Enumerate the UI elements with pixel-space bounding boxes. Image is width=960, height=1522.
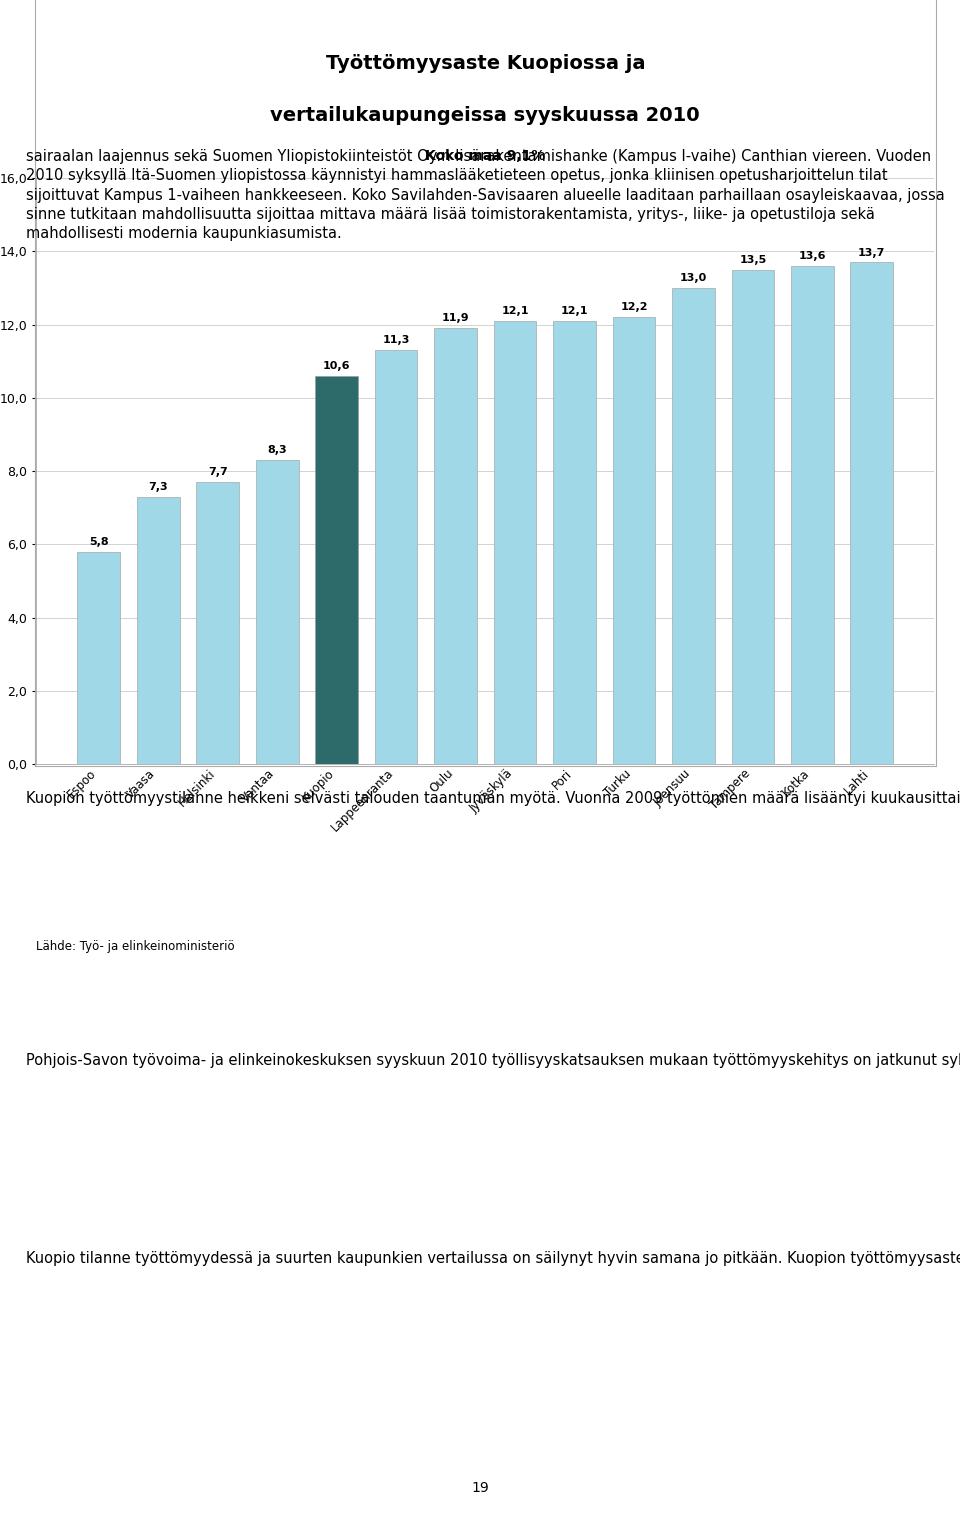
Text: Koko maa 9,1%: Koko maa 9,1%: [425, 149, 545, 163]
Text: Pohjois-Savon työvoima- ja elinkeinokeskuksen syyskuun 2010 työllisyyskatsauksen: Pohjois-Savon työvoima- ja elinkeinokesk…: [26, 1053, 960, 1068]
Bar: [851, 262, 894, 764]
Bar: [255, 460, 299, 764]
Text: 19: 19: [471, 1481, 489, 1495]
Text: Lähde: Työ- ja elinkeinoministeriö: Lähde: Työ- ja elinkeinoministeriö: [36, 939, 235, 953]
Text: vertailukaupungeissa syyskuussa 2010: vertailukaupungeissa syyskuussa 2010: [271, 107, 700, 125]
Text: Kuopion työttömyystilanne heikkeni selvästi talouden taantuman myötä. Vuonna 200: Kuopion työttömyystilanne heikkeni selvä…: [26, 791, 960, 807]
Text: sairaalan laajennus sekä Suomen Yliopistokiinteistöt Oy:n lisärakentamishanke (K: sairaalan laajennus sekä Suomen Yliopist…: [26, 149, 945, 240]
Bar: [732, 269, 775, 764]
Text: Kuopio tilanne työttömyydessä ja suurten kaupunkien vertailussa on säilynyt hyvi: Kuopio tilanne työttömyydessä ja suurten…: [26, 1251, 960, 1266]
Text: 11,3: 11,3: [382, 335, 410, 345]
Bar: [136, 496, 180, 764]
Text: 8,3: 8,3: [267, 446, 287, 455]
Text: 12,1: 12,1: [561, 306, 588, 317]
Bar: [196, 482, 239, 764]
Bar: [672, 288, 715, 764]
Text: 13,7: 13,7: [858, 248, 885, 257]
Text: 5,8: 5,8: [89, 537, 108, 546]
Bar: [553, 321, 596, 764]
Text: 11,9: 11,9: [442, 314, 469, 324]
Bar: [77, 551, 120, 764]
Text: 13,0: 13,0: [680, 272, 708, 283]
Text: 7,7: 7,7: [207, 467, 228, 478]
Bar: [434, 329, 477, 764]
Text: 12,2: 12,2: [620, 303, 648, 312]
Text: 13,5: 13,5: [739, 254, 766, 265]
Text: 13,6: 13,6: [799, 251, 827, 262]
Bar: [791, 266, 834, 764]
Bar: [493, 321, 537, 764]
Text: 12,1: 12,1: [501, 306, 529, 317]
Text: Työttömyysaste Kuopiossa ja: Työttömyysaste Kuopiossa ja: [325, 53, 645, 73]
Bar: [374, 350, 418, 764]
Text: 10,6: 10,6: [323, 361, 350, 371]
Bar: [315, 376, 358, 764]
Bar: [612, 317, 656, 764]
Text: 7,3: 7,3: [149, 482, 168, 492]
